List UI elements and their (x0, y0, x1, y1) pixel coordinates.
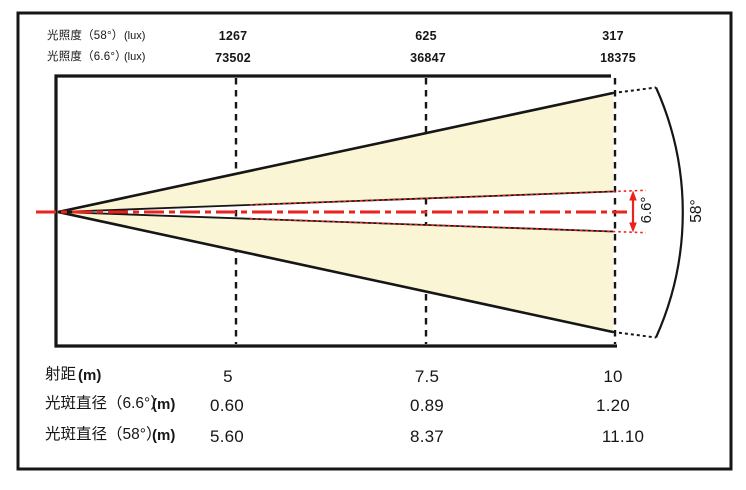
spot-6-6-at-10m: 1.20 (596, 396, 630, 415)
illuminance-6-6-label: 光照度（6.6°） (47, 51, 127, 63)
illuminance-58-at-5m: 1267 (218, 29, 248, 43)
illuminance-58-label: 光照度（58°） (47, 30, 124, 42)
distance-7-5m: 7.5 (414, 367, 440, 386)
beam-angle-arc (654, 87, 684, 338)
narrow-beam-red-guide-top (249, 189, 647, 206)
spot-diameter-58-unit: (m) (152, 427, 176, 444)
wide-beam-edge-bottom (57, 210, 614, 334)
beam-extension-bottom (612, 331, 657, 339)
throw-distance-unit: (m) (78, 367, 102, 384)
dimension-arrow-up (629, 190, 637, 201)
illuminance-6-6-at-10m: 18375 (600, 51, 636, 65)
wide-beam-edge-top (57, 91, 614, 214)
spot-58-at-10m: 11.10 (601, 427, 645, 446)
illuminance-6-6-unit: (lux) (124, 51, 146, 63)
outer-frame (16, 11, 733, 471)
spot-6-6-at-7-5m: 0.89 (410, 396, 444, 415)
spot-diameter-58-label: 光斑直径（58°） (45, 426, 162, 443)
distance-5m: 5 (223, 367, 233, 386)
throw-distance-label: 射距 (45, 366, 77, 383)
illuminance-58-at-10m: 317 (602, 29, 624, 43)
spot-diameter-6-6-unit: (m) (152, 396, 176, 413)
distance-10m: 10 (603, 367, 623, 386)
illuminance-6-6-at-7-5m: 36847 (410, 51, 446, 65)
dimension-arrow-down (629, 222, 637, 233)
angle-label-wide: 58° (688, 199, 705, 222)
narrow-beam-red-guide-bottom (249, 217, 647, 234)
illuminance-58-unit: (lux) (124, 30, 146, 42)
spot-58-at-5m: 5.60 (210, 427, 244, 446)
spot-6-6-at-5m: 0.60 (210, 396, 244, 415)
spot-diameter-6-6-label: 光斑直径（6.6°） (45, 395, 166, 412)
illuminance-58-at-7-5m: 625 (415, 29, 437, 43)
spot-58-at-7-5m: 8.37 (410, 427, 444, 446)
illuminance-6-6-at-5m: 73502 (215, 51, 251, 65)
beam-extension-top (612, 86, 657, 94)
angle-label-narrow: 6.6° (638, 197, 655, 224)
